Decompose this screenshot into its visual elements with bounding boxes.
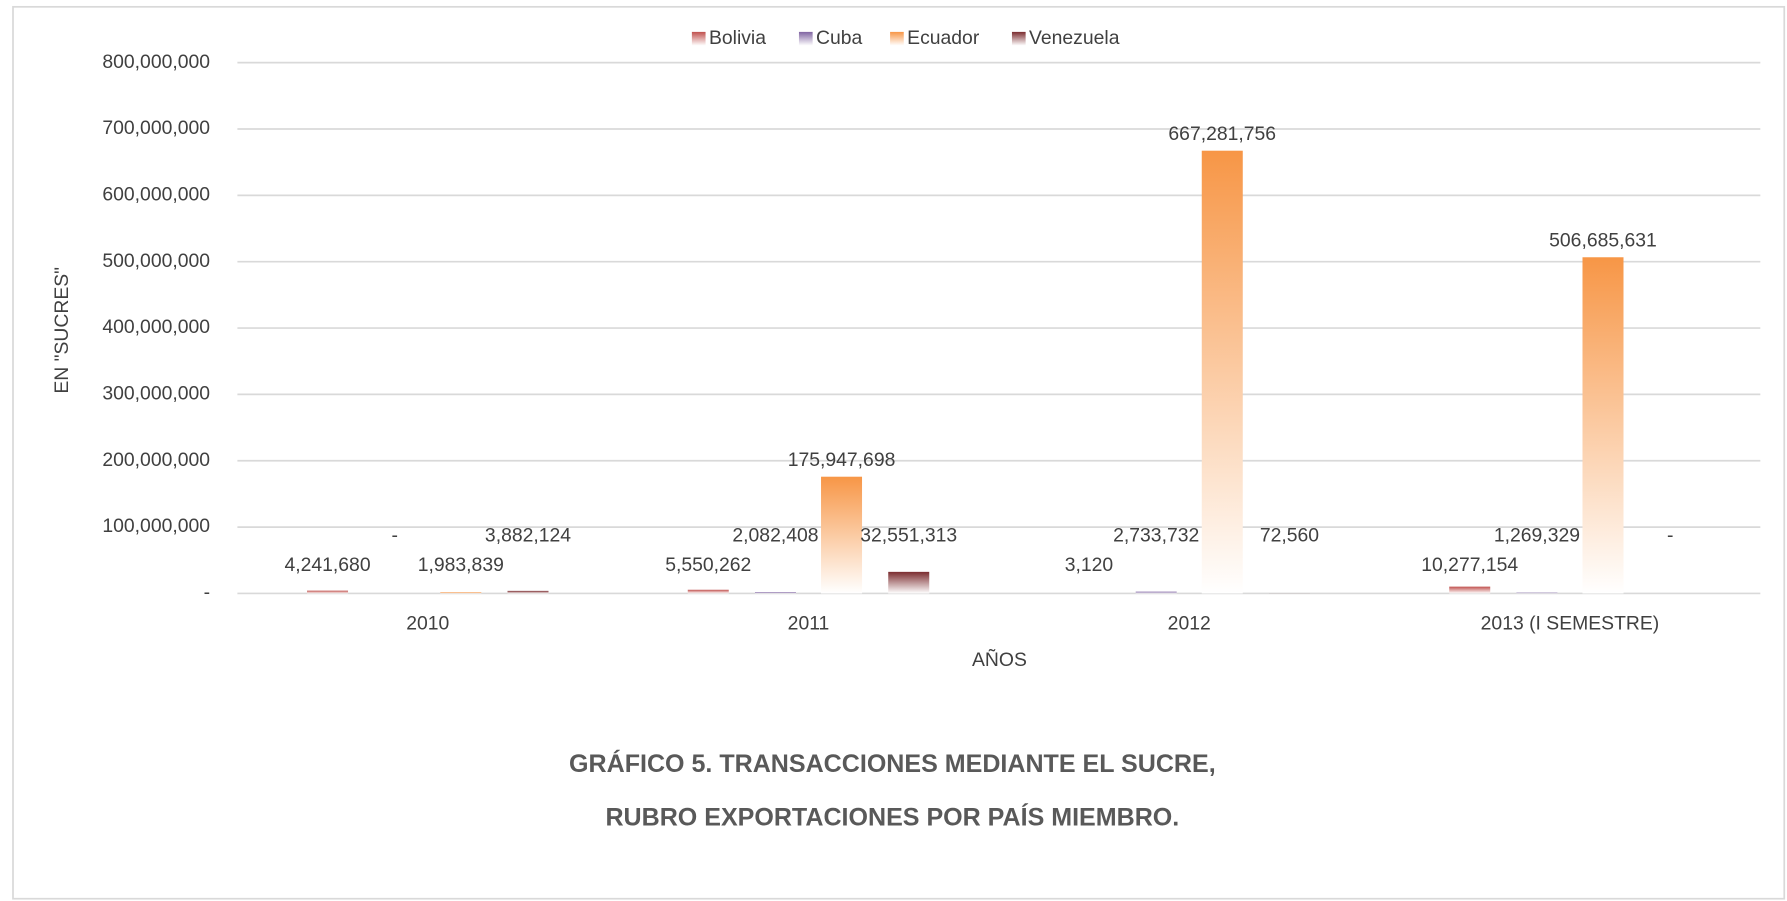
y-axis-title: EN "SUCRES" [51, 267, 73, 394]
y-tick-label: 800,000,000 [102, 51, 210, 73]
x-tick-label: 2010 [406, 612, 449, 634]
legend-swatch [890, 31, 904, 46]
bar [307, 590, 349, 594]
x-tick-label: 2013 (I SEMESTRE) [1481, 612, 1660, 634]
data-label: 175,947,698 [788, 449, 896, 471]
bar [821, 476, 863, 594]
legend-swatch [691, 31, 706, 46]
bar [1135, 591, 1177, 594]
y-tick-label: 400,000,000 [102, 316, 210, 338]
y-tick-label: 300,000,000 [102, 383, 210, 405]
data-label: 667,281,756 [1168, 123, 1276, 145]
data-label: 2,733,732 [1113, 525, 1199, 547]
bar [687, 589, 729, 594]
y-tick-label: - [204, 582, 210, 604]
data-label: 32,551,313 [860, 525, 957, 547]
bar [888, 571, 930, 594]
x-axis-title: AÑOS [972, 647, 1027, 671]
chart-frame [12, 5, 1786, 900]
x-tick-label: 2012 [1168, 612, 1211, 634]
legend-label: Ecuador [907, 27, 980, 49]
caption-line: GRÁFICO 5. TRANSACCIONES MEDIANTE EL SUC… [569, 749, 1216, 778]
legend-label: Bolivia [709, 27, 766, 49]
legend-label: Cuba [816, 27, 863, 49]
y-tick-label: 500,000,000 [102, 250, 210, 272]
y-tick-label: 700,000,000 [102, 117, 210, 139]
y-tick-label: 200,000,000 [102, 449, 210, 471]
bar [1201, 150, 1243, 594]
data-label: 1,983,839 [418, 554, 504, 576]
bar [754, 592, 796, 594]
data-label: - [1667, 525, 1673, 547]
data-label: 5,550,262 [665, 554, 751, 576]
bar [1516, 592, 1558, 594]
bar [507, 590, 549, 594]
legend-label: Venezuela [1029, 27, 1120, 49]
data-label: 506,685,631 [1549, 229, 1657, 251]
y-tick-label: 600,000,000 [102, 183, 210, 205]
data-label: 3,120 [1065, 554, 1114, 576]
data-label: 10,277,154 [1421, 554, 1518, 576]
data-label: 2,082,408 [732, 525, 818, 547]
bar [440, 592, 482, 594]
y-tick-label: 100,000,000 [102, 515, 210, 537]
bar [1449, 586, 1491, 594]
legend-swatch [798, 31, 813, 46]
legend-swatch [1011, 31, 1026, 46]
caption-line: RUBRO EXPORTACIONES POR PAÍS MIEMBRO. [605, 803, 1179, 832]
data-label: 72,560 [1260, 525, 1319, 547]
data-label: 4,241,680 [284, 554, 370, 576]
data-label: 3,882,124 [485, 525, 571, 547]
data-label: 1,269,329 [1494, 525, 1580, 547]
data-label: - [392, 525, 398, 547]
bar [1582, 257, 1624, 594]
x-tick-label: 2011 [788, 612, 830, 634]
